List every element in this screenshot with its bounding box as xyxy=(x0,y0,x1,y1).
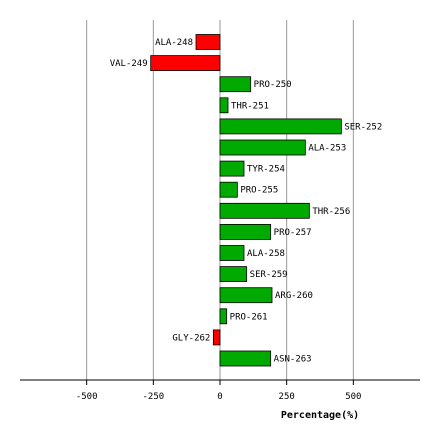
x-tick-label: -250 xyxy=(142,392,164,402)
bar-label-pro-257: PRO-257 xyxy=(274,228,312,238)
bars xyxy=(150,34,342,367)
x-tick-label: 500 xyxy=(345,392,361,402)
bar-label-asn-263: ASN-263 xyxy=(274,355,312,365)
bar-labels: ALA-248 VAL-249 PRO-250 THR-251 SER-252 ALA-2… xyxy=(110,38,383,365)
bar-ala-248 xyxy=(195,34,221,50)
bar-label-gly-262: GLY-262 xyxy=(172,333,210,343)
bar-label-val-249: VAL-249 xyxy=(110,59,148,69)
bar-asn-263 xyxy=(219,350,272,367)
bar-tyr-254 xyxy=(219,160,245,177)
bar-gly-262 xyxy=(212,329,221,346)
bar-label-tyr-254: TYR-254 xyxy=(247,165,285,175)
bar-thr-251 xyxy=(219,97,229,114)
bar-label-arg-260: ARG-260 xyxy=(275,291,313,301)
x-tick-label: -500 xyxy=(76,392,98,402)
bar-label-ala-258: ALA-258 xyxy=(247,249,285,259)
bar-pro-250 xyxy=(219,76,252,93)
bar-ala-258 xyxy=(219,245,245,261)
bar-ser-259 xyxy=(219,266,248,283)
bar-pro-255 xyxy=(219,181,238,198)
bar-label-ser-252: SER-252 xyxy=(344,122,382,132)
bar-thr-256 xyxy=(219,202,310,219)
bar-arg-260 xyxy=(219,287,273,304)
bar-label-pro-261: PRO-261 xyxy=(230,312,268,322)
bar-val-249 xyxy=(150,55,221,71)
x-tick-label: 250 xyxy=(279,392,295,402)
x-tick-label: 0 xyxy=(217,392,222,402)
bar-pro-257 xyxy=(219,223,272,240)
bar-ala-253 xyxy=(219,139,306,156)
bar-label-pro-255: PRO-255 xyxy=(240,186,278,196)
bar-label-thr-256: THR-256 xyxy=(312,207,350,217)
grid xyxy=(86,20,354,380)
bar-label-ala-253: ALA-253 xyxy=(308,144,346,154)
x-axis-title: Percentage(%) xyxy=(281,410,359,421)
x-axis: -500 -250 0 250 500 xyxy=(20,379,420,402)
bar-pro-261 xyxy=(219,308,228,325)
bar-label-pro-250: PRO-250 xyxy=(254,80,292,90)
bar-label-ser-259: SER-259 xyxy=(250,270,288,280)
bar-label-ala-248: ALA-248 xyxy=(155,38,193,48)
bar-ser-252 xyxy=(219,118,342,135)
bar-label-thr-251: THR-251 xyxy=(231,101,269,111)
